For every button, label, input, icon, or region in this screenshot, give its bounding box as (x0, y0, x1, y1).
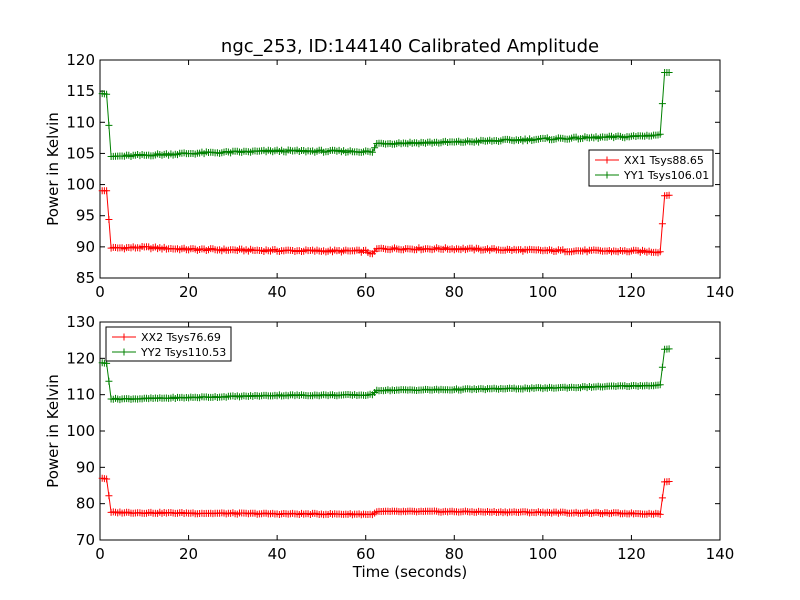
data-point (658, 220, 666, 228)
data-point (103, 90, 111, 98)
y-tick-label: 90 (76, 238, 95, 256)
x-tick-label: 60 (356, 545, 375, 563)
legend-label: XX1 Tsys88.65 (624, 154, 704, 167)
y-tick-label: 110 (66, 113, 95, 131)
series-2 (98, 69, 673, 160)
data-point (658, 100, 666, 108)
y-tick-label: 100 (66, 422, 95, 440)
x-tick-label: 40 (268, 283, 287, 301)
bottom-panel: 0 20 40 60 80 100 120 140 70 80 90 100 110 120 130 Powe… (44, 313, 734, 581)
x-tick-label: 120 (617, 283, 646, 301)
data-point (665, 345, 673, 353)
data-point (656, 510, 664, 518)
data-point (665, 478, 673, 485)
x-tick-label: 120 (617, 545, 646, 563)
legend-marker (603, 156, 611, 164)
x-tick-label: 0 (95, 545, 105, 563)
series-1 (98, 187, 673, 258)
legend: XX2 Tsys76.69 YY2 Tsys110.53 (105, 326, 232, 362)
y-tick-label: 90 (76, 458, 95, 476)
data-point (105, 216, 113, 223)
data-point (103, 187, 111, 195)
legend-label: YY2 Tsys110.53 (140, 346, 226, 359)
x-tick-label: 140 (706, 545, 735, 563)
y-tick-label: 120 (66, 51, 95, 69)
legend: XX1 Tsys88.65 YY1 Tsys106.01 (588, 149, 714, 187)
data-point (368, 148, 376, 156)
series-1 (98, 474, 673, 519)
x-tick-label: 80 (445, 545, 464, 563)
y-axis-label: Power in Kelvin (44, 374, 62, 488)
x-tick-label: 60 (356, 283, 375, 301)
x-tick-label: 20 (179, 545, 198, 563)
y-tick-label: 70 (76, 531, 95, 549)
y-tick-label: 120 (66, 349, 95, 367)
x-tick-label: 40 (268, 545, 287, 563)
x-tick-label: 100 (529, 283, 558, 301)
x-axis-label: Time (seconds) (352, 563, 468, 581)
x-tick-label: 0 (95, 283, 105, 301)
y-tick-label: 80 (76, 495, 95, 513)
legend-box (588, 149, 714, 187)
data-point (371, 144, 379, 152)
data-point (658, 494, 666, 502)
data-point (656, 130, 664, 138)
legend-marker (603, 171, 611, 179)
x-tick-label: 80 (445, 283, 464, 301)
top-panel: 0 20 40 60 80 100 120 140 85 90 95 100 105 110 115 120 P… (44, 51, 734, 301)
chart-title: ngc_253, ID:144140 Calibrated Amplitude (221, 36, 599, 57)
y-tick-label: 130 (66, 313, 95, 331)
legend-label: YY1 Tsys106.01 (623, 169, 709, 182)
x-tick-label: 20 (179, 283, 198, 301)
y-tick-label: 85 (76, 269, 95, 287)
legend-label: XX2 Tsys76.69 (141, 331, 221, 344)
data-point (665, 191, 673, 199)
y-tick-label: 95 (76, 207, 95, 225)
data-point (103, 475, 111, 483)
x-tick-label: 100 (529, 545, 558, 563)
data-point (658, 363, 666, 371)
data-point (665, 69, 673, 76)
legend-box (105, 326, 232, 362)
x-tick-label: 140 (706, 283, 735, 301)
data-point (656, 381, 664, 389)
y-tick-label: 115 (66, 82, 95, 100)
data-point (105, 121, 113, 129)
legend-marker (120, 348, 128, 356)
data-point (105, 377, 113, 385)
data-point (105, 492, 113, 500)
series-2 (98, 345, 673, 404)
data-point (656, 248, 664, 256)
y-tick-label: 110 (66, 386, 95, 404)
legend-marker (120, 333, 128, 341)
y-axis-label: Power in Kelvin (44, 112, 62, 226)
y-tick-label: 100 (66, 176, 95, 194)
y-tick-label: 105 (66, 144, 95, 162)
